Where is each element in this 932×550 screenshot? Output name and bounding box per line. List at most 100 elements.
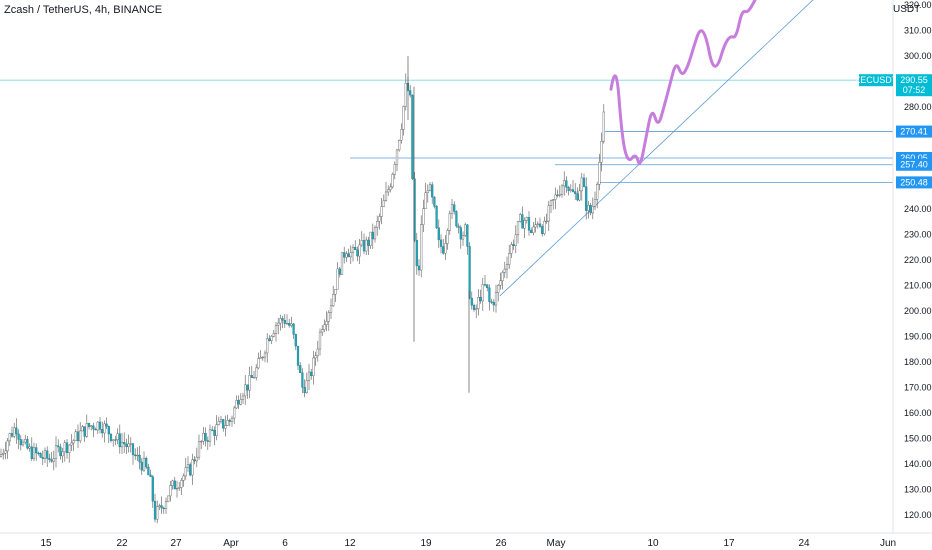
x-tick-label: 26 <box>495 538 507 549</box>
candle-body <box>417 265 421 271</box>
candle-body <box>59 446 62 457</box>
candle-body <box>61 451 64 457</box>
candle-body <box>213 429 216 436</box>
candle-body <box>523 220 526 229</box>
candle-body <box>380 206 383 217</box>
candle-body <box>519 214 522 222</box>
candle-body <box>268 338 271 341</box>
candle-body <box>169 485 172 497</box>
candle-body <box>208 429 212 442</box>
candle-body <box>593 199 597 207</box>
candle-body <box>114 439 117 441</box>
candle-body <box>37 452 40 454</box>
candle-body <box>422 208 425 225</box>
candle-body <box>90 425 93 427</box>
candle-body <box>233 407 236 419</box>
candle-body <box>138 454 141 463</box>
candle-body <box>455 211 458 227</box>
candle-body <box>272 333 275 337</box>
candle-body <box>147 466 150 476</box>
candle-body <box>2 453 5 455</box>
candle-body <box>85 423 88 437</box>
candle-body <box>101 429 104 434</box>
candle-body <box>118 433 121 448</box>
candle-body <box>571 189 575 192</box>
candle-body <box>52 458 55 462</box>
y-tick-label: 240.00 <box>904 204 932 214</box>
candle-body <box>228 420 231 422</box>
candle-body <box>582 177 586 187</box>
candle-body <box>376 221 379 228</box>
candle-body <box>301 372 304 388</box>
candle-body <box>175 488 179 490</box>
candle-body <box>299 365 302 373</box>
candle-body <box>178 487 181 489</box>
candle-body <box>261 356 264 359</box>
candle-body <box>74 431 77 441</box>
candle-body <box>312 357 315 377</box>
candle-body <box>402 106 405 130</box>
y-tick-label: 280.00 <box>904 102 932 112</box>
candle-body <box>246 384 249 391</box>
candle-body <box>105 423 108 427</box>
candle-body <box>46 450 49 459</box>
level-label: 260.05 <box>900 153 928 163</box>
candle-body <box>96 421 99 431</box>
candle-body <box>219 419 223 422</box>
x-tick-label: 6 <box>282 538 288 549</box>
candle-body <box>307 371 311 381</box>
y-tick-label: 230.00 <box>904 230 932 240</box>
candle-body <box>19 439 22 446</box>
candle-body <box>204 433 207 441</box>
countdown-label: 07:52 <box>903 85 926 95</box>
candle-body <box>252 377 256 379</box>
price-label: 290.55 <box>900 75 928 85</box>
candle-body <box>21 441 25 446</box>
candle-body <box>281 318 284 321</box>
candle-body <box>527 217 531 231</box>
candle-body <box>103 423 106 434</box>
candle-body <box>338 268 341 275</box>
candle-body <box>195 456 198 462</box>
candle-body <box>565 180 568 188</box>
candle-body <box>569 189 572 191</box>
candle-body <box>142 457 146 471</box>
candle-body <box>486 284 489 289</box>
candle-body <box>415 239 418 267</box>
x-tick-label: 19 <box>420 538 432 549</box>
candle-body <box>41 457 44 459</box>
candle-body <box>541 226 544 234</box>
candle-body <box>512 244 515 246</box>
trend-line <box>499 0 814 297</box>
candle-body <box>382 200 385 207</box>
candle-body <box>186 464 190 468</box>
candle-body <box>32 447 36 459</box>
candle-body <box>151 476 154 502</box>
candle-body <box>332 294 335 307</box>
horizontal-levels <box>0 79 893 183</box>
candle-body <box>131 443 135 456</box>
candle-body <box>255 367 258 378</box>
candle-body <box>558 194 561 196</box>
candle-body <box>470 297 473 306</box>
candle-body <box>477 297 480 309</box>
candle-body <box>28 446 31 449</box>
x-tick-label: 15 <box>40 538 52 549</box>
y-tick-label: 170.00 <box>904 383 932 393</box>
candle-body <box>206 440 209 442</box>
candle-body <box>389 186 392 191</box>
candle-body <box>439 239 443 247</box>
candle-body <box>145 457 148 468</box>
candle-body <box>72 440 75 444</box>
candle-body <box>279 318 282 324</box>
candle-body <box>420 224 423 271</box>
candle-body <box>450 204 454 214</box>
candle-body <box>325 321 328 325</box>
candle-body <box>316 348 319 356</box>
candle-body <box>182 475 185 481</box>
candle-body <box>17 433 20 440</box>
candle-body <box>538 223 542 227</box>
price-tag <box>896 74 932 97</box>
